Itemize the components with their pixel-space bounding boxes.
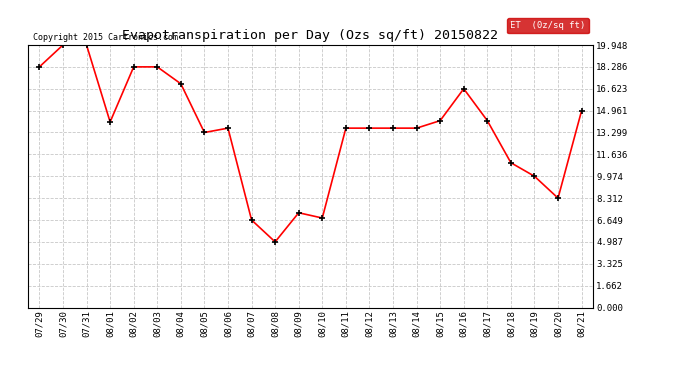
Legend: ET  (0z/sq ft): ET (0z/sq ft) <box>507 18 589 33</box>
Title: Evapotranspiration per Day (Ozs sq/ft) 20150822: Evapotranspiration per Day (Ozs sq/ft) 2… <box>123 30 498 42</box>
Text: Copyright 2015 Cartronics.com: Copyright 2015 Cartronics.com <box>33 33 178 42</box>
